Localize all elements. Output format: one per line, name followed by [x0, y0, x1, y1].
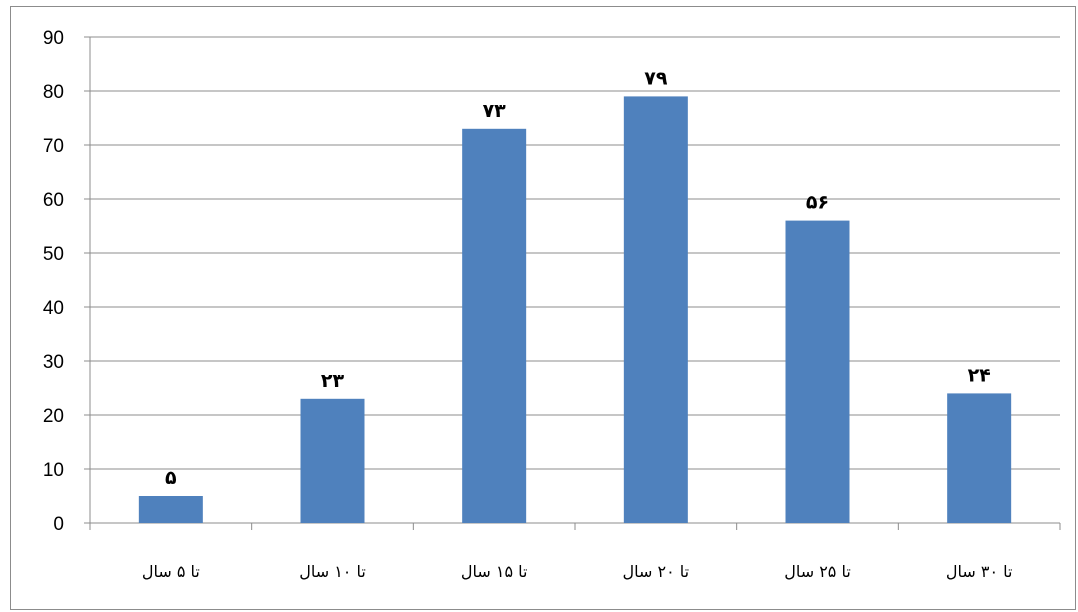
- category-label: تا ۵ سال: [142, 562, 200, 581]
- y-tick-label: 80: [43, 82, 64, 103]
- data-label: ۲۳: [321, 370, 345, 392]
- category-label: تا ۲۵ سال: [784, 562, 851, 581]
- y-tick-label: 60: [43, 190, 64, 211]
- bar: [138, 496, 203, 523]
- y-tick-label: 30: [43, 352, 64, 373]
- y-tick-label: 50: [43, 244, 64, 265]
- data-label: ۷۹: [644, 67, 668, 89]
- y-tick-label: 70: [43, 136, 64, 157]
- data-label: ۲۴: [968, 364, 991, 386]
- data-label: ۵۶: [806, 192, 829, 214]
- category-label: تا ۱۰ سال: [299, 562, 366, 581]
- bar: [947, 393, 1012, 523]
- category-label: تا ۱۵ سال: [461, 562, 528, 581]
- bar: [462, 128, 527, 524]
- bar: [623, 96, 688, 524]
- y-tick-label: 40: [43, 298, 64, 319]
- bar: [785, 220, 850, 523]
- y-tick-label: 0: [53, 514, 64, 535]
- bar: [300, 398, 365, 523]
- y-tick-label: 20: [43, 406, 64, 427]
- y-tick-label: 90: [43, 28, 64, 49]
- data-label: ۵: [165, 467, 177, 489]
- category-label: تا ۳۰ سال: [946, 562, 1013, 581]
- data-label: ۷۳: [483, 100, 507, 122]
- category-label: تا ۲۰ سال: [623, 562, 690, 581]
- y-tick-label: 10: [43, 460, 64, 481]
